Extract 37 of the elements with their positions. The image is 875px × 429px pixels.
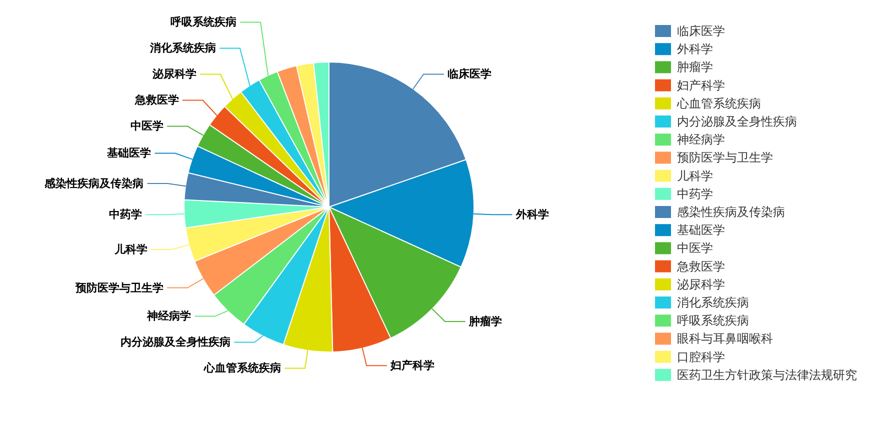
legend-label: 口腔科学 xyxy=(677,350,725,364)
legend-label: 外科学 xyxy=(677,42,713,56)
legend-label: 妇产科学 xyxy=(677,78,725,92)
legend-label: 内分泌腺及全身性疾病 xyxy=(677,114,797,128)
legend-label: 急救医学 xyxy=(676,259,725,274)
legend-label: 儿科学 xyxy=(677,168,713,183)
legend-label: 预防医学与卫生学 xyxy=(677,150,773,165)
slice-label: 泌尿科学 xyxy=(151,68,196,81)
slice-label: 临床医学 xyxy=(448,68,492,81)
legend-label: 消化系统疾病 xyxy=(677,296,749,310)
legend-label: 中药学 xyxy=(677,186,713,201)
legend-label: 神经病学 xyxy=(677,132,725,147)
slice-label: 妇产科学 xyxy=(390,359,435,372)
legend-label: 感染性疾病及传染病 xyxy=(677,205,785,219)
slice-label: 感染性疾病及传染病 xyxy=(44,177,144,190)
legend-label: 肿瘤学 xyxy=(677,60,713,74)
legend-label: 临床医学 xyxy=(677,24,725,38)
legend-label: 泌尿科学 xyxy=(677,277,725,292)
slice-label: 预防医学与卫生学 xyxy=(74,281,164,294)
legend-label: 眼科与耳鼻咽喉科 xyxy=(677,332,773,346)
slice-label: 呼吸系统疾病 xyxy=(170,16,237,29)
legend-label: 心血管系统疾病 xyxy=(676,96,761,110)
slice-label: 儿科学 xyxy=(114,243,148,256)
slice-label: 中医学 xyxy=(130,120,164,133)
legend-label: 医药卫生方针政策与法律法规研究 xyxy=(677,368,857,382)
legend-label: 呼吸系统疾病 xyxy=(677,314,749,328)
legend-label: 中医学 xyxy=(677,241,713,256)
slice-label: 中药学 xyxy=(109,208,142,222)
slice-label: 内分泌腺及全身性疾病 xyxy=(120,336,231,349)
slice-label: 肿瘤学 xyxy=(468,315,502,328)
slice-label: 神经病学 xyxy=(146,310,192,323)
slice-label: 心血管系统疾病 xyxy=(203,362,282,375)
slice-label: 消化系统疾病 xyxy=(148,42,216,55)
legend-label: 基础医学 xyxy=(677,223,725,238)
slice-label: 急救医学 xyxy=(134,94,179,107)
slice-label: 外科学 xyxy=(514,208,549,222)
slice-label: 基础医学 xyxy=(106,146,152,160)
